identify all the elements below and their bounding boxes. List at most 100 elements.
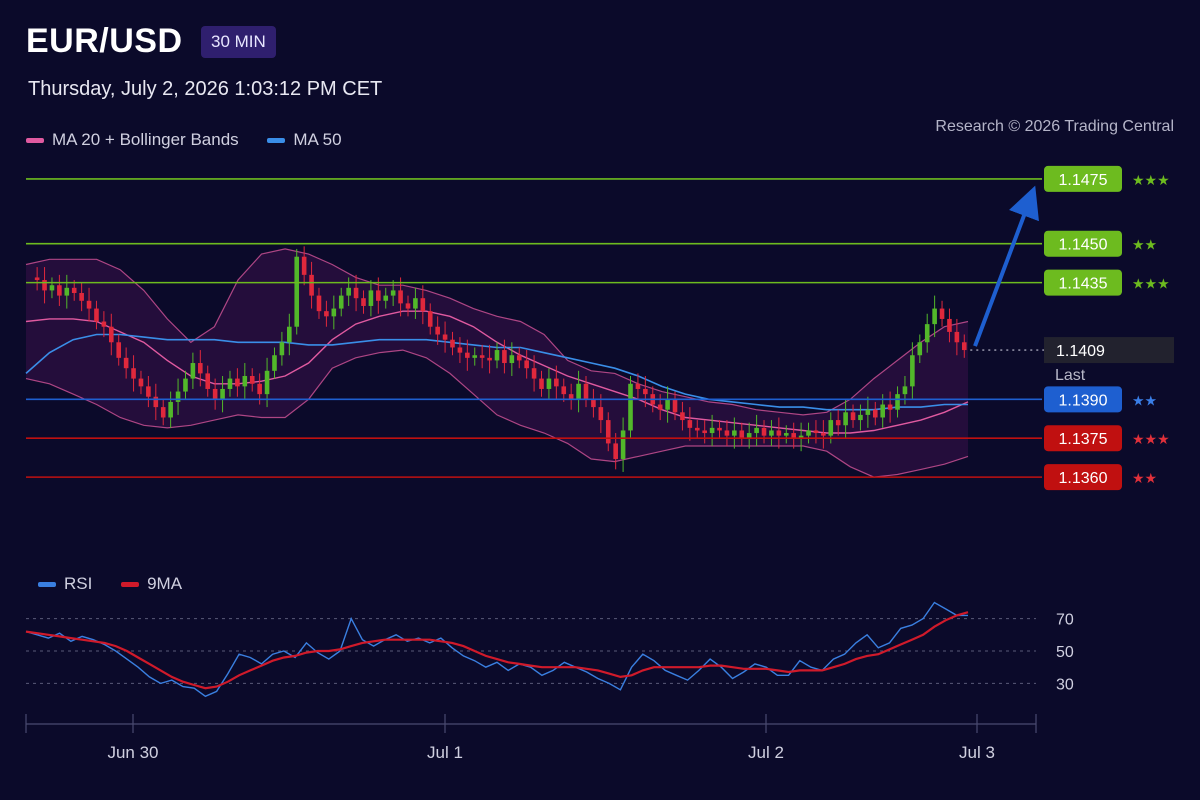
candle-body	[272, 355, 277, 371]
timestamp: Thursday, July 2, 2026 1:03:12 PM CET	[28, 78, 383, 100]
candle-body	[546, 378, 552, 389]
level-badge-support	[1044, 425, 1122, 452]
candle-body	[732, 430, 737, 436]
candle-body	[554, 378, 559, 387]
candle-body	[71, 287, 77, 294]
candle-body	[309, 274, 314, 296]
candle-body	[435, 326, 440, 335]
candle-body	[212, 388, 218, 400]
candle-body	[576, 383, 581, 400]
candle-body	[947, 318, 952, 332]
level-label: 1.1360	[1059, 470, 1108, 487]
candle-body	[672, 399, 678, 413]
bollinger-lower-line	[25, 349, 969, 478]
candle-body	[324, 311, 329, 317]
candle-body	[754, 427, 759, 434]
bollinger-upper-line	[25, 248, 969, 416]
candle-body	[561, 386, 567, 395]
candle-body	[279, 342, 285, 356]
candle-body	[835, 420, 841, 426]
candle-body	[709, 427, 715, 434]
candle-body	[605, 420, 611, 444]
legend-label-ma50: MA 50	[293, 130, 342, 149]
candle-body	[331, 308, 337, 317]
candle-body	[376, 290, 381, 301]
level-label: 1.1390	[1059, 392, 1108, 409]
candle-body	[450, 339, 455, 348]
candle-body	[643, 388, 648, 395]
candle-body	[257, 383, 262, 395]
level-badge-resistance	[1044, 230, 1122, 257]
candle-body	[479, 355, 485, 358]
legend-swatch-ma50	[267, 138, 286, 144]
candle-body	[249, 375, 255, 384]
candle-body	[442, 334, 448, 340]
candle-body	[42, 280, 47, 291]
candle-body	[49, 285, 55, 291]
candle-body	[924, 324, 930, 343]
candle-body	[205, 373, 211, 389]
candle-body	[368, 290, 374, 306]
candle-body	[761, 427, 767, 436]
chart-header: EUR/USD 30 MIN	[26, 22, 276, 61]
candle-body	[694, 427, 700, 431]
candle-body	[628, 383, 633, 431]
rsi-line	[25, 601, 968, 698]
candle-body	[850, 412, 856, 421]
candle-body	[287, 326, 292, 343]
candle-body	[687, 420, 693, 428]
legend-swatch-ma20	[26, 138, 44, 144]
candle-body	[413, 298, 418, 309]
candle-body	[108, 326, 114, 343]
level-label: 1.1375	[1059, 431, 1108, 448]
candle-body	[524, 360, 529, 369]
candle-body	[665, 399, 670, 410]
candle-body	[383, 295, 389, 301]
rsi-legend: RSI 9MA	[38, 574, 206, 594]
candle-body	[472, 355, 478, 358]
candle-body	[902, 386, 908, 395]
level-stars: ★★★	[1132, 173, 1170, 189]
candle-body	[635, 383, 641, 389]
candle-body	[539, 378, 544, 389]
rsi-tick-label: 70	[1056, 612, 1074, 629]
candle-body	[175, 391, 181, 402]
legend-item-rsi: RSI	[38, 574, 92, 594]
candle-body	[57, 285, 62, 296]
candle-body	[190, 363, 196, 379]
candle-body	[783, 433, 789, 436]
candle-body	[427, 311, 433, 327]
legend-swatch-9ma	[121, 582, 140, 588]
level-label: 1.1450	[1059, 237, 1108, 254]
candle-body	[509, 355, 515, 364]
candle-body	[131, 368, 136, 379]
candle-body	[420, 298, 426, 312]
legend-label-rsi: RSI	[64, 574, 93, 593]
level-stars: ★★★	[1132, 277, 1170, 293]
candle-body	[227, 378, 233, 389]
candle-body	[858, 414, 863, 421]
candle-body	[294, 256, 300, 327]
candle-body	[591, 399, 596, 408]
level-stars: ★★★	[1132, 432, 1170, 448]
candle-body	[86, 300, 92, 309]
candle-body	[502, 350, 507, 364]
candle-body	[116, 342, 122, 358]
candle-body	[361, 298, 366, 306]
candle-body	[183, 378, 188, 392]
candle-body	[657, 404, 663, 410]
candle-body	[153, 396, 159, 408]
timeframe-badge[interactable]: 30 MIN	[200, 25, 276, 58]
candle-body	[531, 368, 537, 379]
candle-body	[939, 308, 945, 319]
candle-body	[465, 352, 470, 358]
candle-body	[843, 412, 848, 426]
candle-body	[79, 293, 84, 301]
candle-body	[821, 433, 826, 436]
level-stars: ★★	[1132, 238, 1157, 254]
candle-body	[34, 277, 40, 281]
candle-body	[887, 404, 893, 410]
candle-body	[620, 430, 626, 459]
candle-body	[264, 370, 270, 395]
